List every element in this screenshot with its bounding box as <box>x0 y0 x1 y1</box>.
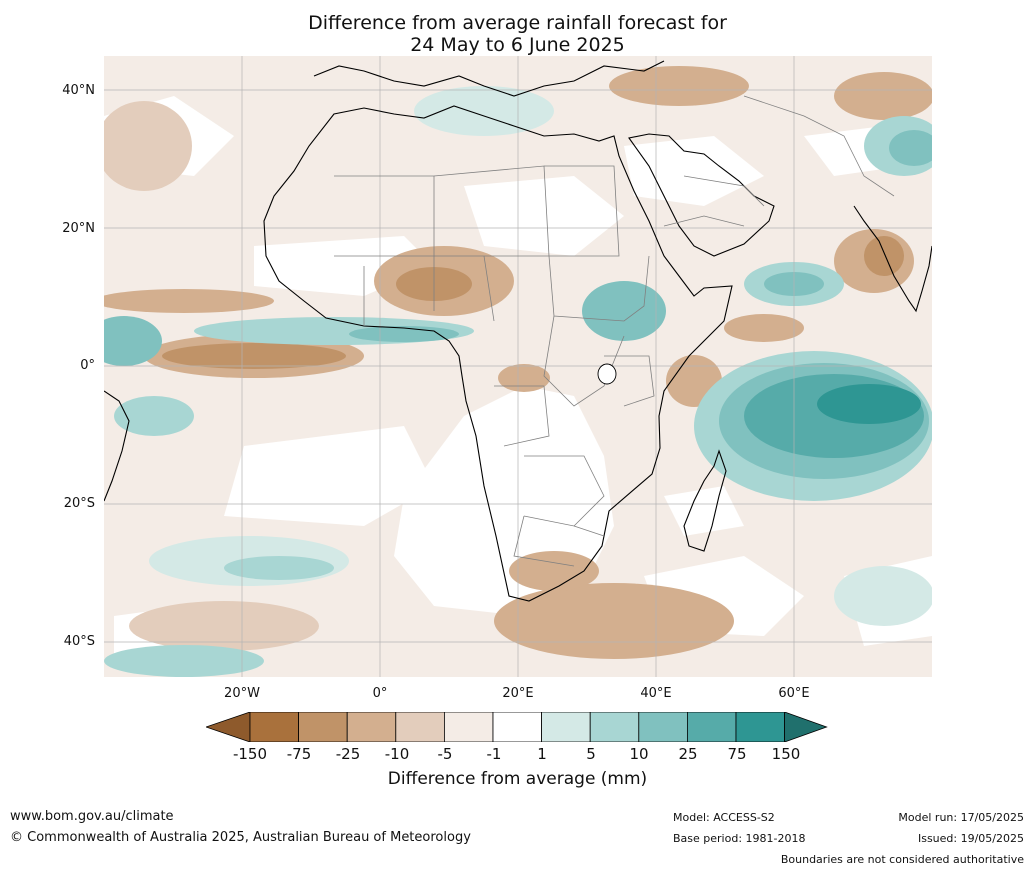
colorbar-segment <box>298 712 348 742</box>
drier-than-average-areas <box>104 66 932 659</box>
colorbar-segment <box>735 712 785 742</box>
colorbar-segment <box>589 712 640 742</box>
wetter-than-average-areas <box>104 86 932 677</box>
colorbar-tick: 1 <box>537 745 547 763</box>
lon-label-60e: 60°E <box>778 686 810 701</box>
madagascar-coastline <box>683 449 727 552</box>
lakes <box>597 363 617 385</box>
model-run-date: Model run: 17/05/2025 <box>898 811 1024 824</box>
lon-label-20w: 20°W <box>224 686 260 701</box>
india-coastline <box>853 205 932 313</box>
lat-label-40s: 40°S <box>63 634 95 649</box>
colorbar-tick: -5 <box>437 745 453 763</box>
colorbar <box>206 712 828 742</box>
colorbar-tick: 75 <box>727 745 747 763</box>
rainfall-anomaly-map <box>104 56 932 677</box>
colorbar-tick: 5 <box>586 745 596 763</box>
coastlines <box>104 60 932 602</box>
europe-coastline <box>313 60 665 97</box>
colorbar-tick: 10 <box>629 745 649 763</box>
model-name: Model: ACCESS-S2 <box>673 811 775 824</box>
boundaries-disclaimer: Boundaries are not considered authoritat… <box>780 853 1024 866</box>
colorbar-tick: 150 <box>771 745 801 763</box>
colorbar-tick: -150 <box>232 745 268 763</box>
colorbar-tick: 25 <box>678 745 698 763</box>
latitude-longitude-gridlines <box>104 56 932 677</box>
lon-label-40e: 40°E <box>640 686 672 701</box>
south-america-coastline <box>104 390 130 502</box>
colorbar-extend-high <box>784 712 828 742</box>
issued-date: Issued: 19/05/2025 <box>917 832 1024 845</box>
colorbar-segment <box>395 712 445 742</box>
lon-label-20e: 20°E <box>502 686 534 701</box>
colorbar-segment <box>686 712 737 742</box>
lon-label-0: 0° <box>372 686 388 701</box>
colorbar-segment <box>249 712 299 742</box>
colorbar-segment <box>541 712 591 742</box>
colorbar-label: Difference from average (mm) <box>387 769 648 789</box>
map-title-line-2: 24 May to 6 June 2025 <box>410 34 625 56</box>
colorbar-segment <box>492 712 542 742</box>
lat-label-equator: 0° <box>80 358 95 373</box>
arabian-peninsula-coastline <box>628 133 775 257</box>
base-period: Base period: 1981-2018 <box>673 832 806 845</box>
country-borders <box>334 95 895 567</box>
colorbar-tick: -75 <box>286 745 312 763</box>
lat-label-40n: 40°N <box>62 83 95 98</box>
colorbar-tick: -1 <box>486 745 502 763</box>
copyright-notice: © Commonwealth of Australia 2025, Austra… <box>10 830 471 845</box>
colorbar-extend-low <box>206 712 251 742</box>
lat-label-20n: 20°N <box>62 221 95 236</box>
colorbar-segment <box>443 712 494 742</box>
website-link[interactable]: www.bom.gov.au/climate <box>10 809 174 824</box>
colorbar-segment <box>346 712 397 742</box>
map-title-line-1: Difference from average rainfall forecas… <box>308 12 727 34</box>
colorbar-segment <box>638 712 688 742</box>
lat-label-20s: 20°S <box>63 496 95 511</box>
africa-coastline <box>263 105 733 602</box>
colorbar-tick: -10 <box>384 745 410 763</box>
colorbar-tick: -25 <box>335 745 361 763</box>
